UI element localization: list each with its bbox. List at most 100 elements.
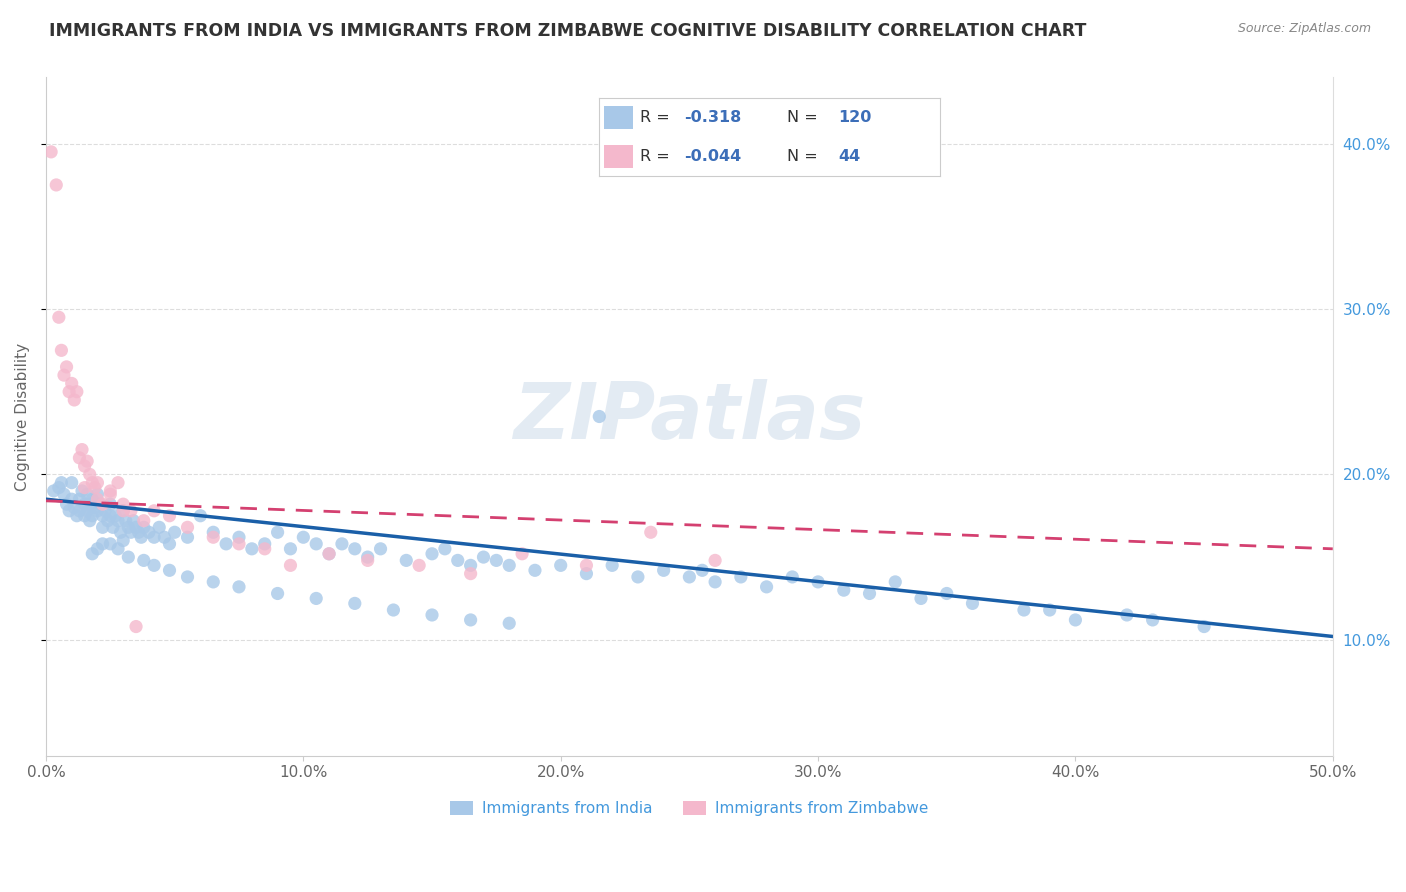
Point <box>159 563 181 577</box>
Point <box>66 384 89 399</box>
Point <box>48 310 70 325</box>
Point <box>228 580 250 594</box>
Point <box>755 580 778 594</box>
Point <box>67 450 90 465</box>
Point <box>202 574 225 589</box>
Point <box>510 547 533 561</box>
Point <box>58 384 80 399</box>
Point <box>472 550 495 565</box>
Point <box>280 558 302 573</box>
Point <box>420 547 443 561</box>
Point <box>132 553 155 567</box>
Point <box>83 500 105 515</box>
Point <box>73 508 96 523</box>
Point <box>91 508 114 523</box>
Point <box>132 514 155 528</box>
Point <box>73 497 96 511</box>
Point <box>53 368 76 383</box>
Point <box>640 525 662 540</box>
Point <box>202 525 225 540</box>
Point <box>143 504 166 518</box>
Point <box>575 566 598 581</box>
Point <box>112 533 135 548</box>
Point <box>94 504 117 518</box>
Point <box>176 520 198 534</box>
Point <box>73 459 96 474</box>
Point <box>176 530 198 544</box>
Point <box>120 504 142 518</box>
Point <box>86 475 108 490</box>
Point <box>138 525 160 540</box>
Point <box>55 497 77 511</box>
Point <box>98 508 121 523</box>
Text: Source: ZipAtlas.com: Source: ZipAtlas.com <box>1237 22 1371 36</box>
Point <box>98 483 121 498</box>
Point <box>163 525 186 540</box>
Point <box>66 508 89 523</box>
Point <box>82 492 104 507</box>
Point <box>782 570 804 584</box>
Point <box>176 570 198 584</box>
Point <box>98 497 121 511</box>
Point <box>1192 619 1215 633</box>
Point <box>86 487 108 501</box>
Point <box>485 553 508 567</box>
Point <box>253 541 276 556</box>
Point <box>82 475 104 490</box>
Text: IMMIGRANTS FROM INDIA VS IMMIGRANTS FROM ZIMBABWE COGNITIVE DISABILITY CORRELATI: IMMIGRANTS FROM INDIA VS IMMIGRANTS FROM… <box>49 22 1087 40</box>
Point <box>112 504 135 518</box>
Point <box>45 178 67 192</box>
Point <box>76 454 98 468</box>
Point <box>82 547 104 561</box>
Point <box>125 619 148 633</box>
Point <box>460 613 482 627</box>
Point <box>858 586 880 600</box>
Point <box>627 570 650 584</box>
Point <box>70 483 93 498</box>
Point <box>107 541 129 556</box>
Point <box>112 504 135 518</box>
Point <box>112 497 135 511</box>
Point <box>343 596 366 610</box>
Point <box>266 586 288 600</box>
Point <box>343 541 366 556</box>
Point <box>884 574 907 589</box>
Point <box>807 574 830 589</box>
Point <box>215 537 238 551</box>
Point <box>110 525 132 540</box>
Point <box>117 520 139 534</box>
Point <box>305 591 328 606</box>
Point <box>83 481 105 495</box>
Point <box>42 483 65 498</box>
Point <box>76 504 98 518</box>
Point <box>228 537 250 551</box>
Point <box>408 558 430 573</box>
Point <box>600 558 623 573</box>
Point <box>159 537 181 551</box>
Point <box>129 530 152 544</box>
Point <box>704 553 727 567</box>
Point <box>704 574 727 589</box>
Point <box>53 487 76 501</box>
Point <box>125 520 148 534</box>
Point <box>228 530 250 544</box>
Point <box>1039 603 1062 617</box>
Point <box>86 504 108 518</box>
Point <box>395 553 418 567</box>
Point <box>690 563 713 577</box>
Point <box>60 475 83 490</box>
Point <box>678 570 700 584</box>
Point <box>1142 613 1164 627</box>
Point <box>97 514 120 528</box>
Point <box>39 145 62 159</box>
Point <box>67 492 90 507</box>
Point <box>51 343 73 358</box>
Point <box>280 541 302 556</box>
Point <box>79 514 101 528</box>
Point <box>420 607 443 622</box>
Point <box>652 563 675 577</box>
Point <box>266 525 288 540</box>
Point <box>1115 607 1137 622</box>
Point <box>240 541 263 556</box>
Point <box>447 553 470 567</box>
